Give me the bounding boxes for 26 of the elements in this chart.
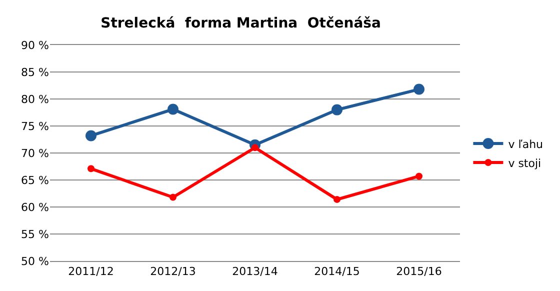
x-tick-label: 2014/15 <box>314 265 360 278</box>
point <box>414 84 424 95</box>
y-tick-label: 85 % <box>21 66 49 79</box>
y-tick-label: 50 % <box>21 254 49 268</box>
x-tick-label: 2011/12 <box>68 265 114 278</box>
point <box>88 165 94 172</box>
legend-label: v stoji <box>508 156 542 170</box>
y-tick-label: 80 % <box>21 92 49 106</box>
y-tick-label: 70 % <box>21 146 49 160</box>
point <box>334 196 340 203</box>
x-tick-label: 2015/16 <box>396 265 442 278</box>
point <box>416 172 422 180</box>
legend-label: v ľahu <box>508 138 544 151</box>
y-tick-label: 90 % <box>21 38 49 52</box>
x-tick-label: 2013/14 <box>232 265 278 278</box>
chart-title: Strelecká forma Martina Otčenáša <box>100 15 381 32</box>
point <box>332 104 342 116</box>
y-tick-label: 65 % <box>21 174 49 187</box>
x-tick-label: 2012/13 <box>150 265 196 278</box>
point <box>168 104 178 115</box>
y-tick-label: 75 % <box>21 120 49 133</box>
y-tick-label: 55 % <box>21 228 49 241</box>
point <box>170 194 176 201</box>
point <box>86 130 96 142</box>
y-tick-label: 60 % <box>21 200 49 214</box>
point <box>252 144 258 152</box>
